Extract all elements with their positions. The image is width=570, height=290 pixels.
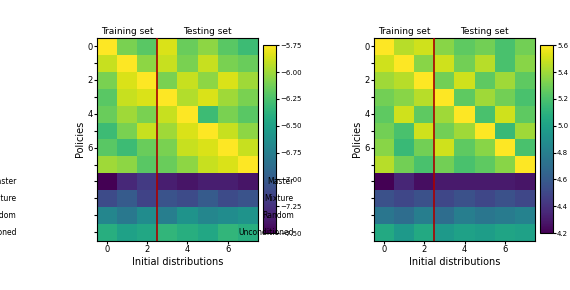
Text: Mixture: Mixture [0,194,17,203]
Text: Unconditioned: Unconditioned [0,228,17,237]
Text: Master: Master [267,177,294,186]
Text: Training set: Training set [101,27,153,36]
Text: Mixture: Mixture [264,194,294,203]
Y-axis label: Policies: Policies [75,121,84,157]
Text: Random: Random [262,211,294,220]
Text: Random: Random [0,211,17,220]
Text: Testing set: Testing set [183,27,232,36]
Text: Training set: Training set [378,27,430,36]
Text: Master: Master [0,177,17,186]
Text: Unconditioned: Unconditioned [238,228,294,237]
X-axis label: Initial distributions: Initial distributions [409,257,500,267]
Y-axis label: Policies: Policies [352,121,362,157]
X-axis label: Initial distributions: Initial distributions [132,257,223,267]
Text: Testing set: Testing set [461,27,509,36]
